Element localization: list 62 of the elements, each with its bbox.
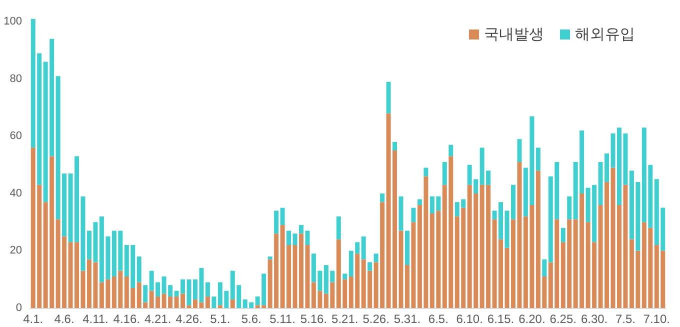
x-tick-label: 4.21. [144, 312, 172, 326]
x-tick-label: 6.10. [456, 312, 483, 326]
x-tick-label: 5.6. [241, 312, 262, 326]
x-tick-label: 7.10. [643, 312, 670, 326]
x-tick-label: 5.1. [210, 312, 230, 326]
bar [186, 305, 192, 308]
x-tick-label: 4.16. [113, 312, 140, 326]
bar [510, 184, 516, 220]
bar [280, 208, 285, 225]
legend-label: 국내발생 [484, 26, 544, 43]
x-tick-label: 4.6. [54, 312, 74, 326]
x-tick-label: 4.11. [82, 312, 108, 326]
bar [411, 208, 416, 222]
bar [361, 236, 366, 260]
x-tick-label: 7.5. [615, 312, 636, 326]
y-tick-label: 100 [4, 16, 22, 28]
x-tick-label: 6.25. [550, 312, 576, 326]
bar [380, 193, 385, 202]
bar [274, 210, 279, 234]
bar [218, 305, 222, 308]
legend-label: 해외유입 [575, 26, 635, 43]
bar [504, 210, 510, 248]
bar [374, 254, 378, 262]
bar [205, 296, 210, 308]
bar [212, 296, 216, 308]
bar [442, 162, 447, 185]
bar [404, 230, 410, 266]
bar [567, 196, 572, 220]
bar [417, 199, 422, 205]
bar [268, 256, 272, 260]
y-tick-label: 20 [10, 244, 22, 257]
bar [448, 144, 454, 156]
bar [368, 262, 372, 271]
x-tick-label: 4.26. [176, 312, 202, 326]
bar [136, 256, 142, 282]
x-tick-label: 6.5. [428, 312, 448, 326]
bar [517, 139, 522, 162]
x-tick-label: 5.11. [270, 312, 296, 326]
x-tick-label: 4.1. [23, 312, 44, 326]
bar [542, 259, 547, 277]
x-tick-label: 5.26. [362, 312, 390, 326]
bar [230, 299, 235, 308]
y-tick-label: 0 [16, 302, 22, 314]
y-tick-label: 60 [10, 130, 22, 142]
x-tick-label: 5.21. [332, 312, 358, 326]
x-tick-label: 6.15. [487, 312, 514, 326]
y-tick-label: 80 [10, 72, 22, 85]
bar [342, 274, 348, 280]
bar [286, 230, 292, 246]
x-tick-label: 6.20. [518, 312, 546, 326]
bar [386, 82, 391, 114]
bar [560, 228, 566, 242]
bar [336, 216, 341, 240]
y-tick-label: 40 [10, 187, 22, 200]
x-tick-label: 5.16. [300, 312, 328, 326]
bar [424, 168, 428, 176]
bar [392, 142, 398, 151]
x-tick-label: 5.31. [394, 312, 421, 326]
x-tick-label: 6.30. [580, 312, 608, 326]
bar [143, 285, 148, 302]
bar [205, 282, 210, 297]
bar [536, 148, 540, 171]
